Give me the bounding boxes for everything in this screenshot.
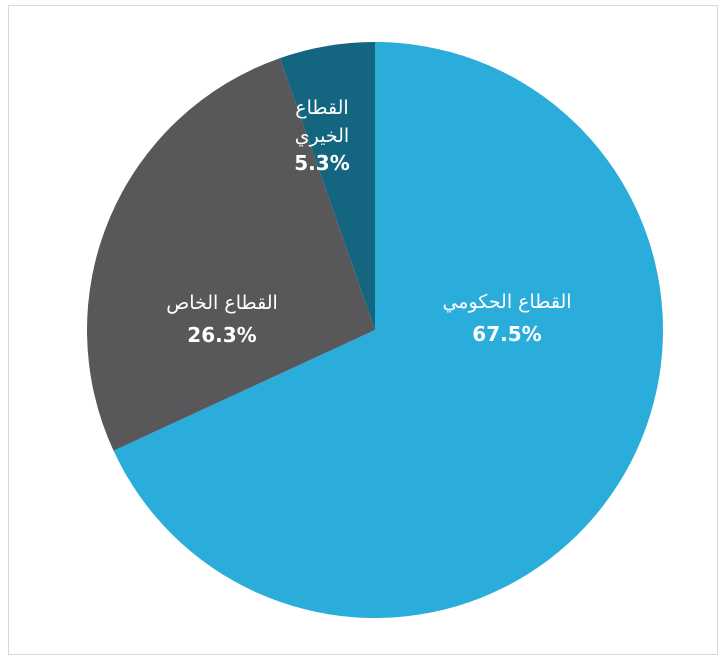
slice-label-3-line-2: الخيري: [295, 125, 349, 147]
slice-label-1-line-1: القطاع الحكومي: [442, 291, 571, 313]
pie-slice-1: [113, 42, 664, 618]
pie-labels: القطاع الحكومي 67.5% القطاع الخاص 26.3% القط…: [166, 97, 571, 347]
pie-slices: [87, 42, 664, 618]
pie-slice-3: [280, 42, 375, 330]
slice-value-1: 67.5%: [472, 322, 541, 346]
slice-label-3-line-1: القطاع: [295, 97, 348, 119]
slice-value-2: 26.3%: [187, 323, 256, 347]
slice-value-3: 5.3%: [294, 151, 349, 175]
slice-label-2-line-1: القطاع الخاص: [166, 292, 278, 314]
pie-slice-2: [87, 58, 375, 451]
